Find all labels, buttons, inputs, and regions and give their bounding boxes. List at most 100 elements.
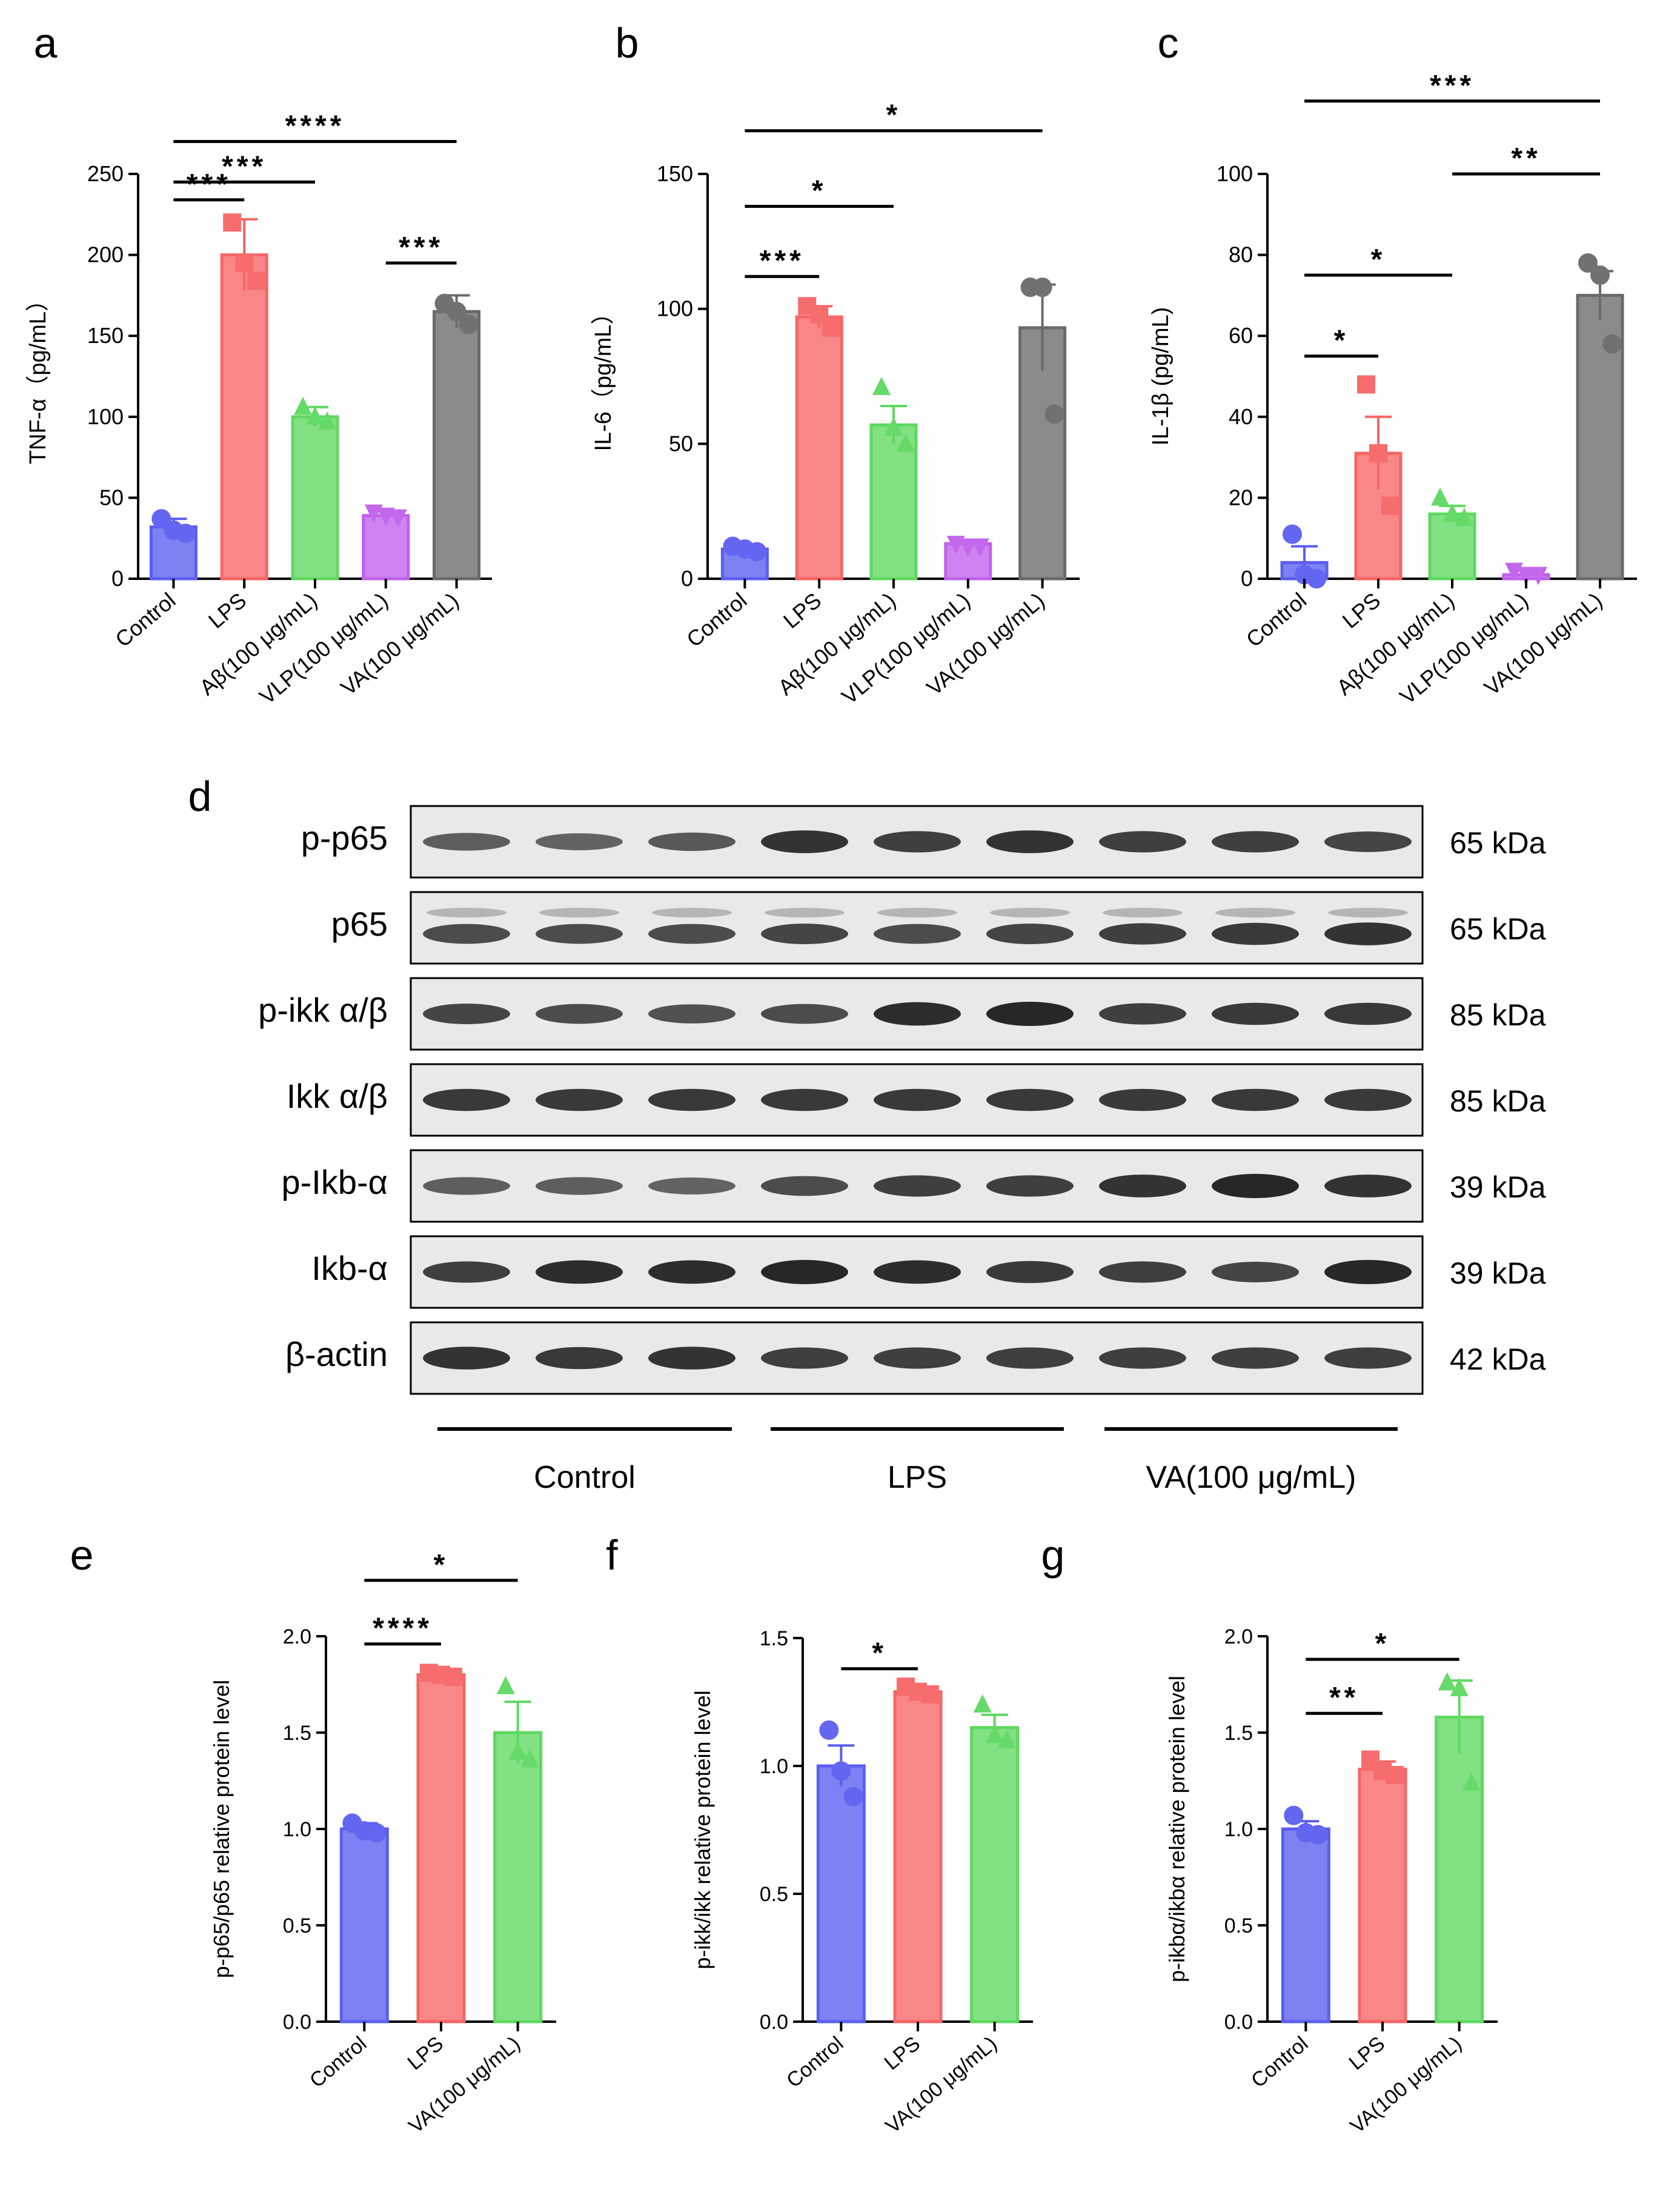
data-point xyxy=(897,433,915,452)
blot-band xyxy=(536,924,623,944)
significance-label: * xyxy=(1371,244,1386,276)
y-tick-label: 0.5 xyxy=(1224,1914,1253,1937)
molecular-weight-label: 39 kDa xyxy=(1450,1170,1546,1204)
blot-band xyxy=(986,1261,1074,1284)
y-tick-label: 200 xyxy=(87,242,124,267)
y-tick-label: 100 xyxy=(657,296,693,321)
molecular-weight-label: 85 kDa xyxy=(1450,998,1546,1032)
category-label: LPS xyxy=(880,2032,925,2074)
bar-0 xyxy=(816,1764,866,2023)
data-point xyxy=(1455,507,1473,526)
blot-band xyxy=(1324,1174,1412,1197)
y-tick-label: 80 xyxy=(1229,242,1253,267)
blot-band xyxy=(1099,831,1186,853)
category-label: Control xyxy=(110,588,180,652)
data-point xyxy=(444,1667,462,1686)
significance-label: * xyxy=(1334,325,1349,357)
y-tick-label: 150 xyxy=(87,323,124,348)
bar-4 xyxy=(433,310,481,581)
blot-band xyxy=(1099,1003,1186,1025)
data-point xyxy=(1044,404,1064,424)
category-label: LPS xyxy=(1338,588,1385,633)
blot-band xyxy=(648,832,735,851)
blot-band xyxy=(874,1088,961,1111)
blot-band xyxy=(1212,1174,1299,1198)
blot-band xyxy=(761,924,848,944)
y-tick-label: 0 xyxy=(681,566,693,591)
blot-band xyxy=(536,1260,623,1284)
blot-band xyxy=(536,833,623,850)
blot-band xyxy=(648,924,735,944)
category-label: LPS xyxy=(779,588,826,633)
bar-2 xyxy=(291,415,339,581)
significance-label: * xyxy=(812,175,827,207)
data-point xyxy=(459,315,479,335)
chart-panel-e: e 0.0 0.5 1.0 1.5 2.0 p-p65/p65 relative prote… xyxy=(70,1531,556,2138)
blot-band xyxy=(1099,1347,1186,1369)
significance-label: *** xyxy=(222,150,267,182)
significance-label: **** xyxy=(285,110,345,142)
category-label: Control xyxy=(782,2032,848,2093)
data-point xyxy=(1369,444,1387,462)
blot-band xyxy=(986,1347,1074,1369)
data-point xyxy=(247,271,266,290)
y-tick-label: 50 xyxy=(99,485,124,510)
molecular-weight-label: 42 kDa xyxy=(1450,1342,1546,1376)
data-point xyxy=(997,1730,1016,1748)
data-point xyxy=(520,1749,539,1768)
bar-2 xyxy=(1435,1716,1484,2023)
category-label: Control xyxy=(682,588,751,652)
y-axis-label: IL-1β (pg/mL) xyxy=(1148,307,1174,446)
significance-label: ** xyxy=(1329,1682,1359,1714)
blot-band xyxy=(874,1002,961,1026)
category-label: Control xyxy=(1241,588,1311,652)
blot-band xyxy=(1099,923,1186,945)
y-tick-label: 0.5 xyxy=(760,1883,788,1906)
chart-panel-f: f 0.0 0.5 1.0 1.5 p-ikk/ikk relative protein … xyxy=(606,1531,1033,2138)
significance-label: * xyxy=(1375,1628,1390,1660)
significance-label: ** xyxy=(1511,142,1541,175)
blot-band xyxy=(648,1347,735,1370)
blot-band xyxy=(1212,922,1299,945)
blot-row-label: p-Ikb-α xyxy=(281,1163,388,1201)
data-point xyxy=(223,213,242,232)
molecular-weight-label: 65 kDa xyxy=(1450,912,1546,946)
blot-band xyxy=(1099,1261,1186,1283)
bar-3 xyxy=(362,514,410,581)
data-point xyxy=(1381,496,1399,515)
blot-band-faint xyxy=(1103,908,1183,918)
blot-band xyxy=(1212,1262,1299,1282)
y-tick-label: 50 xyxy=(669,431,693,456)
y-tick-label: 250 xyxy=(87,161,124,186)
category-label: Aβ(100 μg/mL) xyxy=(194,588,322,700)
blot-band xyxy=(536,1004,623,1024)
blot-band xyxy=(1212,1002,1299,1025)
panel-letter: g xyxy=(1041,1531,1065,1579)
y-tick-label: 0 xyxy=(111,566,124,591)
blot-band xyxy=(423,833,510,851)
blot-band xyxy=(1324,1347,1412,1369)
data-point xyxy=(1578,253,1598,273)
blot-band xyxy=(761,1347,848,1369)
y-tick-label: 0.0 xyxy=(760,2011,788,2034)
blot-band xyxy=(1212,831,1299,853)
blot-band xyxy=(1212,1088,1299,1111)
blot-band xyxy=(423,1347,510,1370)
y-tick-label: 40 xyxy=(1229,404,1253,429)
significance-label: * xyxy=(886,99,901,132)
data-point xyxy=(831,1761,851,1781)
blot-band xyxy=(761,830,848,853)
data-point xyxy=(306,406,324,425)
blot-row-label: p65 xyxy=(331,905,388,943)
y-tick-label: 1.0 xyxy=(283,1818,311,1841)
data-point xyxy=(1602,334,1622,354)
data-point xyxy=(1308,1825,1328,1845)
blot-band xyxy=(761,1088,848,1111)
data-point xyxy=(872,376,891,395)
y-axis-label: p-ikk/ikk relative protein level xyxy=(690,1690,715,1969)
data-point xyxy=(958,538,977,557)
blot-band xyxy=(648,1088,735,1111)
bar-2 xyxy=(493,1731,543,2023)
y-tick-label: 100 xyxy=(1217,161,1253,186)
data-point xyxy=(843,1787,863,1807)
